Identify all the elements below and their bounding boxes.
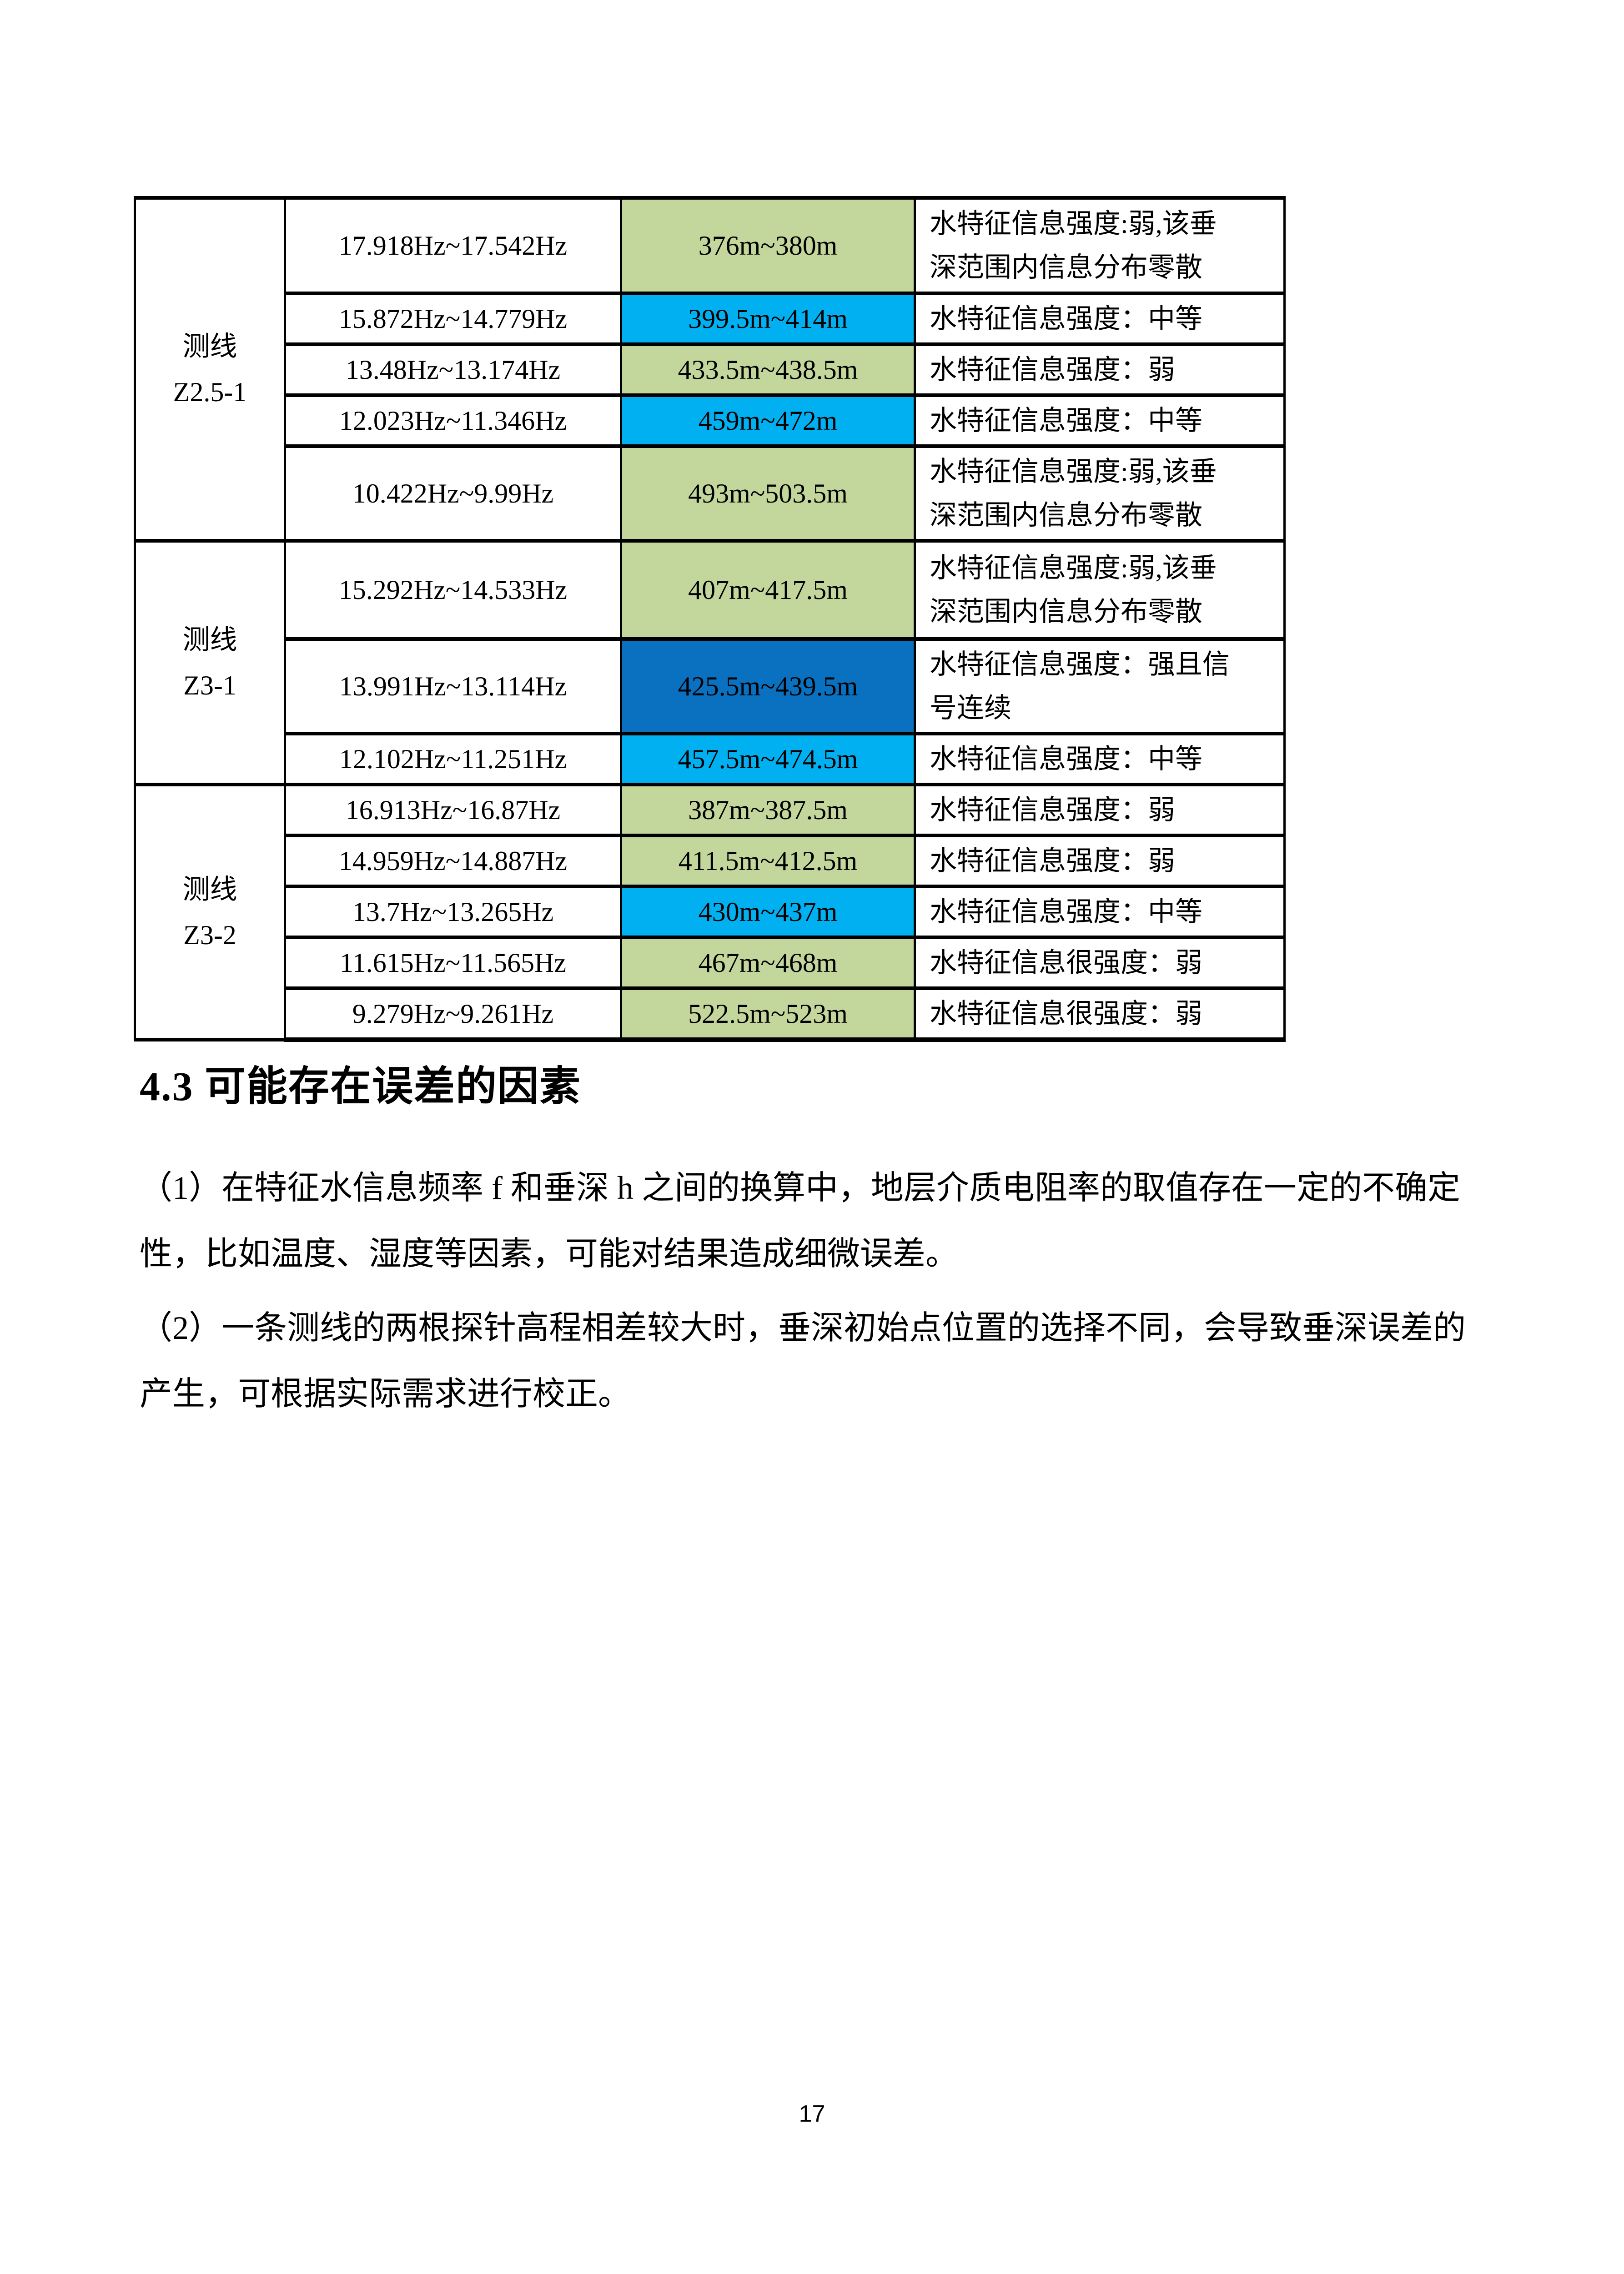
strength-description-cell: 水特征信息强度：弱 <box>914 834 1286 888</box>
paragraph-error-factor-2: （2）一条测线的两根探针高程相差较大时，垂深初始点位置的选择不同，会导致垂深误差… <box>140 1310 1466 1412</box>
depth-range-cell: 459m~472m <box>620 393 916 448</box>
frequency-range-cell: 15.872Hz~14.779Hz <box>284 292 622 346</box>
strength-description-cell: 水特征信息强度:弱,该垂 深范围内信息分布零散 <box>914 196 1286 295</box>
depth-range-cell: 399.5m~414m <box>620 292 916 346</box>
depth-range-cell: 457.5m~474.5m <box>620 732 916 786</box>
depth-range-cell: 387m~387.5m <box>620 783 916 837</box>
frequency-range-cell: 13.7Hz~13.265Hz <box>284 885 622 939</box>
frequency-range-cell: 9.279Hz~9.261Hz <box>284 986 622 1042</box>
frequency-range-cell: 11.615Hz~11.565Hz <box>284 936 622 990</box>
paragraph-error-factor-1: （1）在特征水信息频率 f 和垂深 h 之间的换算中，地层介质电阻率的取值存在一… <box>140 1170 1460 1272</box>
depth-range-cell: 376m~380m <box>620 196 916 295</box>
depth-range-cell: 467m~468m <box>620 936 916 990</box>
depth-range-cell: 430m~437m <box>620 885 916 939</box>
frequency-range-cell: 13.48Hz~13.174Hz <box>284 342 622 397</box>
frequency-range-cell: 12.023Hz~11.346Hz <box>284 393 622 448</box>
survey-line-label: 测线 Z3-2 <box>134 783 286 1041</box>
strength-description-cell: 水特征信息很强度：弱 <box>914 936 1286 990</box>
strength-description-cell: 水特征信息强度：弱 <box>914 342 1286 397</box>
survey-line-label: 测线 Z3-1 <box>134 539 286 786</box>
depth-range-cell: 425.5m~439.5m <box>620 637 916 735</box>
strength-description-cell: 水特征信息强度：中等 <box>914 885 1286 939</box>
page-number: 17 <box>799 2101 825 2127</box>
depth-range-cell: 522.5m~523m <box>620 986 916 1042</box>
strength-description-cell: 水特征信息强度：中等 <box>914 292 1286 346</box>
frequency-range-cell: 17.918Hz~17.542Hz <box>284 196 622 295</box>
depth-range-cell: 493m~503.5m <box>620 444 916 543</box>
strength-description-cell: 水特征信息强度：弱 <box>914 783 1286 837</box>
strength-description-cell: 水特征信息强度:弱,该垂 深范围内信息分布零散 <box>914 444 1286 543</box>
strength-description-cell: 水特征信息强度:弱,该垂 深范围内信息分布零散 <box>914 539 1286 641</box>
frequency-range-cell: 12.102Hz~11.251Hz <box>284 732 622 786</box>
frequency-range-cell: 10.422Hz~9.99Hz <box>284 444 622 543</box>
depth-range-cell: 411.5m~412.5m <box>620 834 916 888</box>
frequency-range-cell: 15.292Hz~14.533Hz <box>284 539 622 641</box>
depth-range-cell: 433.5m~438.5m <box>620 342 916 397</box>
frequency-range-cell: 13.991Hz~13.114Hz <box>284 637 622 735</box>
frequency-range-cell: 16.913Hz~16.87Hz <box>284 783 622 837</box>
survey-results-table: 测线 Z2.5-1 17.918Hz~17.542Hz 376m~380m 水特… <box>134 196 1286 1042</box>
strength-description-cell: 水特征信息很强度：弱 <box>914 986 1286 1042</box>
strength-description-cell: 水特征信息强度：中等 <box>914 393 1286 448</box>
frequency-range-cell: 14.959Hz~14.887Hz <box>284 834 622 888</box>
depth-range-cell: 407m~417.5m <box>620 539 916 641</box>
survey-line-label: 测线 Z2.5-1 <box>134 196 286 543</box>
section-heading: 4.3 可能存在误差的因素 <box>140 1064 581 1109</box>
strength-description-cell: 水特征信息强度：中等 <box>914 732 1286 786</box>
strength-description-cell: 水特征信息强度：强且信 号连续 <box>914 637 1286 735</box>
